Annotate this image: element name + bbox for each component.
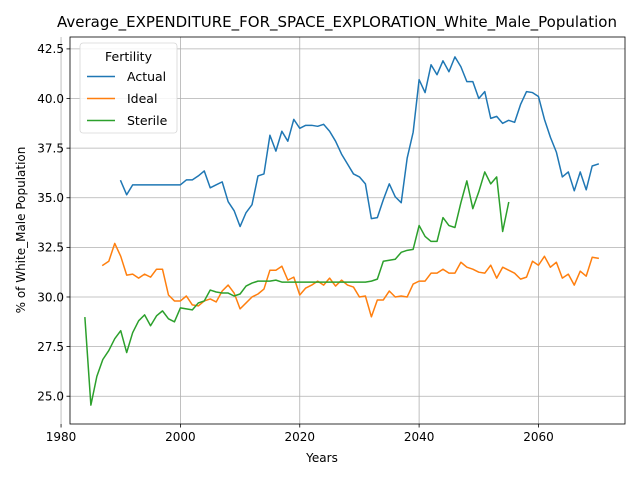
- legend-title: Fertility: [105, 49, 153, 64]
- y-axis: 25.0 27.5 30.0 32.5 35.0 37.5 40.0 42.5: [37, 42, 70, 404]
- x-tick-label: 2060: [523, 430, 554, 444]
- y-tick-label: 25.0: [37, 390, 64, 404]
- legend-label-ideal: Ideal: [127, 91, 157, 106]
- y-tick-label: 42.5: [37, 42, 64, 56]
- y-axis-label: % of White_Male Population: [14, 147, 28, 314]
- chart-title: Average_EXPENDITURE_FOR_SPACE_EXPLORATIO…: [57, 13, 617, 32]
- x-tick-label: 1980: [46, 430, 77, 444]
- y-tick-label: 32.5: [37, 241, 64, 255]
- series-line-ideal: [101, 242, 600, 318]
- y-tick-label: 40.0: [37, 92, 64, 106]
- legend-label-sterile: Sterile: [127, 113, 168, 128]
- x-axis: 1980 2000 2020 2040 2060: [46, 424, 554, 444]
- plot-frame: [69, 36, 626, 425]
- y-tick-label: 35.0: [37, 191, 64, 205]
- series-line-sterile: [84, 171, 510, 406]
- x-tick-label: 2040: [404, 430, 435, 444]
- series-layer: [84, 56, 600, 406]
- series-line-actual: [119, 56, 600, 228]
- legend-label-actual: Actual: [127, 69, 166, 84]
- x-axis-label: Years: [305, 451, 338, 465]
- legend: Fertility Actual Ideal Sterile: [79, 42, 178, 134]
- y-tick-label: 27.5: [37, 340, 64, 354]
- x-tick-label: 2020: [284, 430, 315, 444]
- legend-box: [79, 42, 178, 134]
- y-tick-label: 37.5: [37, 141, 64, 155]
- y-tick-label: 30.0: [37, 290, 64, 304]
- x-tick-label: 2000: [165, 430, 196, 444]
